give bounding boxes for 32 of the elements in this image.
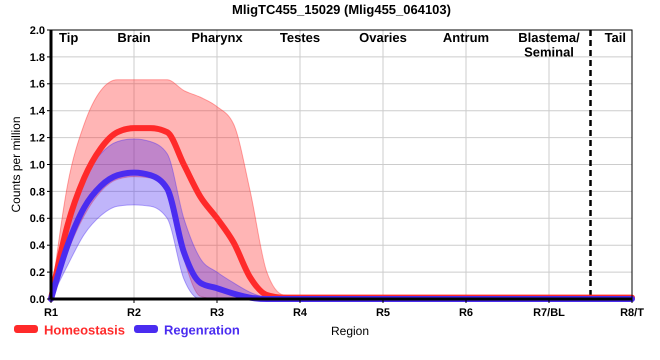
x-tick-label: R7/BL bbox=[533, 307, 566, 319]
x-tick-label: R4 bbox=[292, 307, 308, 319]
legend-label: Regenration bbox=[164, 322, 240, 338]
y-tick-label: 0.6 bbox=[30, 213, 45, 226]
x-tick-label: R6 bbox=[458, 307, 474, 319]
y-tick-label: 1.4 bbox=[30, 106, 46, 118]
y-tick-label: 0.4 bbox=[30, 240, 46, 252]
x-tick-label: R5 bbox=[376, 307, 390, 319]
annotation: Blastema/ Seminal bbox=[518, 30, 580, 60]
annotation: Testes bbox=[280, 30, 320, 45]
annotation: Tip bbox=[59, 30, 78, 45]
x-tick-label: R3 bbox=[210, 307, 224, 319]
chart-title: MligTC455_15029 (Mlig455_064103) bbox=[232, 2, 451, 17]
annotation: Pharynx bbox=[191, 30, 244, 45]
x-tick-label: R1 bbox=[44, 307, 58, 319]
annotation: Brain bbox=[117, 30, 151, 45]
y-axis-title: Counts per million bbox=[9, 116, 23, 213]
x-tick-label: R2 bbox=[126, 307, 142, 319]
y-tick-label: 2.0 bbox=[30, 24, 45, 37]
y-tick-label: 1.0 bbox=[30, 159, 45, 172]
y-tick-label: 0.8 bbox=[30, 186, 45, 198]
y-tick-label: 0.0 bbox=[30, 294, 45, 306]
x-axis-title: Region bbox=[330, 324, 370, 338]
legend-label: Homeostasis bbox=[44, 322, 125, 338]
x-tick-label: R8/T bbox=[620, 307, 644, 319]
annotation: Ovaries bbox=[359, 30, 407, 45]
annotation: Antrum bbox=[442, 30, 490, 45]
y-tick-label: 1.8 bbox=[30, 52, 45, 64]
annotation: Tail bbox=[604, 30, 626, 45]
y-tick-label: 0.2 bbox=[30, 266, 45, 279]
y-tick-label: 1.6 bbox=[30, 78, 45, 91]
y-tick-label: 1.2 bbox=[30, 132, 45, 144]
